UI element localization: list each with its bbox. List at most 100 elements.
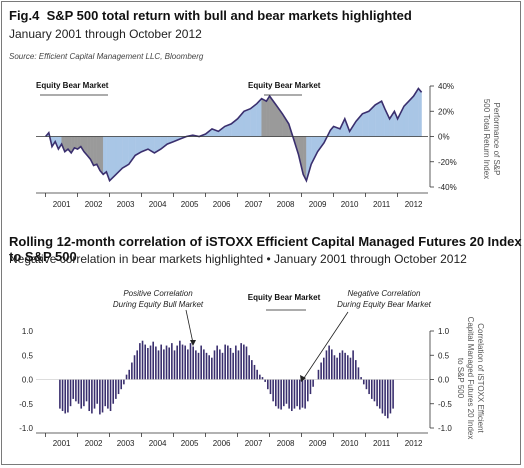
x-tick-label: 2010 xyxy=(341,200,359,209)
y-tick-label-left: 0.0 xyxy=(22,376,34,385)
correlation-bar xyxy=(141,340,144,380)
x-tick-label: 2006 xyxy=(213,200,231,209)
correlation-bar xyxy=(322,357,325,380)
correlation-bar xyxy=(152,341,154,380)
correlation-bar xyxy=(168,347,170,380)
correlation-bar xyxy=(376,379,378,407)
correlation-bar xyxy=(293,379,296,409)
correlation-bar xyxy=(373,379,376,402)
source-note: Source: Efficient Capital Management LLC… xyxy=(9,52,204,61)
correlation-bar xyxy=(384,379,386,416)
annotation-negative-line1: Negative Correlation xyxy=(348,289,421,298)
y-tick-label-right: 0.0 xyxy=(438,376,450,385)
correlation-bar xyxy=(267,379,269,390)
correlation-bar xyxy=(256,369,258,380)
correlation-bar xyxy=(189,343,192,380)
correlation-bar xyxy=(211,357,213,380)
annotation-positive-line1: Positive Correlation xyxy=(123,289,193,298)
annotation-negative-arrow xyxy=(303,311,349,379)
y-tick-label-right: 1.0 xyxy=(438,327,450,336)
correlation-bar xyxy=(123,379,125,385)
correlation-bar xyxy=(389,379,392,414)
correlation-bar xyxy=(112,379,115,404)
correlation-bar xyxy=(120,379,123,390)
correlation-bar xyxy=(227,345,229,380)
correlation-bar xyxy=(213,350,216,380)
y-tick-label-right: -1.0 xyxy=(438,424,452,433)
y-tick-label-left: -0.5 xyxy=(19,400,33,409)
correlation-bar xyxy=(253,364,256,380)
x-tick-label: 2007 xyxy=(245,200,263,209)
correlation-bar xyxy=(386,379,389,419)
correlation-bar xyxy=(61,379,64,412)
correlation-bar xyxy=(149,345,152,380)
correlation-bar xyxy=(176,345,178,380)
x-tick-label: 2003 xyxy=(117,200,135,209)
correlation-bar xyxy=(291,379,293,412)
correlation-bar xyxy=(187,349,189,380)
x-tick-label: 2008 xyxy=(277,439,295,448)
y-tick-label-left: 0.5 xyxy=(22,351,34,360)
correlation-bar xyxy=(85,379,88,402)
correlation-bar xyxy=(96,379,99,404)
correlation-bar xyxy=(179,340,181,380)
correlation-bar xyxy=(109,379,112,412)
correlation-bar xyxy=(125,374,128,380)
correlation-bar xyxy=(136,350,139,380)
correlation-bar xyxy=(296,379,298,407)
bear-market-label-2: Equity Bear Market xyxy=(248,81,321,90)
x-tick-label: 2011 xyxy=(373,439,391,448)
correlation-bar xyxy=(272,379,274,402)
y-tick-label: 20% xyxy=(438,107,454,116)
y-axis-label-line: to S&P 500 xyxy=(456,358,465,399)
correlation-bar xyxy=(285,379,288,404)
correlation-bar xyxy=(352,350,354,380)
figure-1-title: Fig.4 S&P 500 total return with bull and… xyxy=(9,8,412,23)
y-tick-label-left: -1.0 xyxy=(19,424,33,433)
correlation-bar xyxy=(360,377,362,380)
y-axis-label: Correlation of iSTOXX EfficientCapital M… xyxy=(456,317,485,440)
correlation-bar xyxy=(275,379,277,407)
x-tick-label: 2005 xyxy=(181,200,199,209)
correlation-bar xyxy=(69,379,72,407)
correlation-bar xyxy=(128,369,131,380)
correlation-bar xyxy=(357,367,360,380)
correlation-bar xyxy=(203,349,205,380)
correlation-bar xyxy=(205,352,208,380)
correlation-bar xyxy=(362,379,365,385)
correlation-bar xyxy=(157,350,160,380)
correlation-bar xyxy=(173,350,176,380)
correlation-bar xyxy=(67,379,69,413)
correlation-bar xyxy=(80,379,83,409)
correlation-bar xyxy=(77,379,80,404)
correlation-bar xyxy=(248,355,250,380)
correlation-bar xyxy=(251,360,253,380)
y-tick-label: 40% xyxy=(438,82,454,91)
correlation-bar xyxy=(341,350,344,380)
correlation-bar xyxy=(365,379,368,390)
correlation-bar xyxy=(144,344,146,380)
correlation-bar xyxy=(147,347,149,380)
correlation-bar xyxy=(243,344,245,380)
correlation-bar xyxy=(354,360,357,380)
x-tick-label: 2002 xyxy=(85,200,103,209)
correlation-bar xyxy=(195,350,197,380)
correlation-bar xyxy=(208,355,210,380)
correlation-bar xyxy=(378,379,381,409)
correlation-bar xyxy=(216,345,218,380)
correlation-bar xyxy=(346,355,349,380)
y-axis-label-line: Performance of S&P xyxy=(492,103,501,176)
correlation-bar xyxy=(155,346,157,380)
correlation-bar xyxy=(330,349,333,380)
correlation-bar xyxy=(163,349,165,380)
x-tick-label: 2009 xyxy=(309,200,327,209)
correlation-bar xyxy=(88,379,91,412)
correlation-bar xyxy=(104,379,107,407)
correlation-bar xyxy=(259,374,261,380)
correlation-bar xyxy=(328,345,330,380)
y-axis-label-line: Correlation of iSTOXX Efficient xyxy=(476,323,485,433)
annotation-positive-arrowhead xyxy=(190,340,196,346)
correlation-bar xyxy=(307,379,309,402)
correlation-bar xyxy=(59,379,61,409)
correlation-bar xyxy=(75,379,77,402)
